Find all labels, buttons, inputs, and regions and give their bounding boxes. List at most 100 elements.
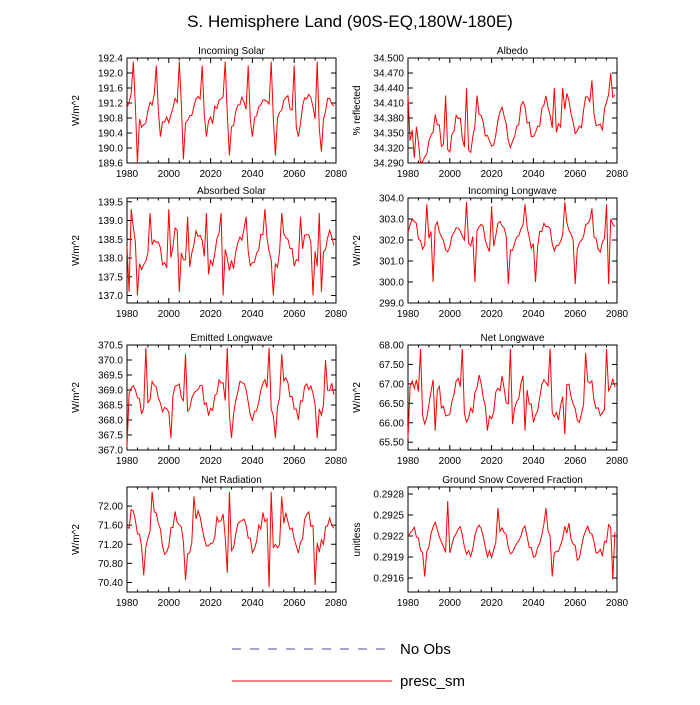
y-tick-label: 0.2928	[373, 490, 404, 501]
y-tick-label: 303.0	[379, 215, 404, 226]
x-tick-label: 2020	[480, 598, 503, 609]
y-tick-label: 71.60	[98, 521, 123, 532]
panel-title: Ground Snow Covered Fraction	[442, 475, 583, 486]
panel-net-radiation: Net Radiation W/m^2 1980 2000 2020 2040 2060 20…	[71, 475, 348, 609]
y-tick-label: 34.440	[373, 84, 404, 95]
series-line-presc-sm	[126, 209, 335, 296]
x-tick-label: 2000	[439, 456, 462, 467]
x-tick-label: 2040	[522, 309, 545, 320]
x-tick-label: 1980	[116, 456, 139, 467]
x-tick-label: 2020	[199, 598, 222, 609]
panel-title: Incoming Longwave	[468, 186, 557, 197]
x-tick-label: 1980	[397, 169, 420, 180]
y-tick-label: 34.320	[373, 144, 404, 155]
series-line-presc-sm	[407, 500, 616, 580]
y-tick-label: 192.4	[98, 54, 123, 65]
y-axis-label: W/m^2	[71, 382, 82, 413]
y-tick-label: 190.8	[98, 114, 123, 125]
x-tick-label: 2080	[325, 309, 348, 320]
series-line-presc-sm	[126, 61, 335, 164]
x-tick-label: 2040	[522, 598, 545, 609]
y-axis-label: W/m^2	[71, 524, 82, 555]
legend-no-obs-label: No Obs	[400, 641, 451, 658]
panel-title: Emitted Longwave	[190, 333, 273, 344]
x-tick-label: 2040	[241, 598, 264, 609]
series-line-presc-sm	[126, 347, 335, 448]
y-tick-label: 65.50	[379, 438, 404, 449]
x-tick-label: 1980	[116, 309, 139, 320]
panel-title: Incoming Solar	[198, 46, 265, 57]
y-tick-label: 137.0	[98, 291, 123, 302]
x-tick-label: 2060	[283, 309, 306, 320]
y-tick-label: 0.2922	[373, 532, 404, 543]
x-tick-label: 1980	[397, 456, 420, 467]
y-tick-label: 139.5	[98, 197, 123, 208]
y-axis-label: unitless	[352, 523, 363, 557]
y-tick-label: 368.0	[98, 416, 123, 427]
panel-incoming-solar: Incoming Solar W/m^2 1980 2000 2020 2040 2060 2…	[71, 46, 348, 180]
y-tick-label: 0.2919	[373, 553, 404, 564]
x-tick-label: 1980	[397, 598, 420, 609]
y-axis-label: W/m^2	[71, 95, 82, 126]
y-tick-label: 367.5	[98, 431, 123, 442]
y-axis-label: W/m^2	[71, 235, 82, 266]
y-tick-label: 190.0	[98, 144, 123, 155]
y-tick-label: 34.290	[373, 159, 404, 170]
y-tick-label: 189.6	[98, 159, 123, 170]
series-line-presc-sm	[407, 72, 616, 164]
panel-absorbed-solar: Absorbed Solar W/m^2 1980 2000 2020 2040 2060 2…	[71, 186, 348, 320]
x-tick-label: 2060	[564, 598, 587, 609]
x-tick-label: 2080	[325, 598, 348, 609]
x-tick-label: 1980	[116, 598, 139, 609]
x-tick-label: 2080	[325, 169, 348, 180]
panel-albedo: Albedo % reflected 1980 2000 2020 2040 2060 208…	[352, 46, 629, 180]
x-tick-label: 2040	[522, 169, 545, 180]
y-tick-label: 66.00	[379, 418, 404, 429]
y-tick-label: 72.00	[98, 502, 123, 513]
y-tick-label: 0.2916	[373, 574, 404, 585]
x-tick-label: 2000	[439, 309, 462, 320]
x-tick-label: 2080	[606, 598, 629, 609]
y-tick-label: 67.50	[379, 360, 404, 371]
y-tick-label: 370.0	[98, 356, 123, 367]
y-axis-label: W/m^2	[352, 235, 363, 266]
panel-title: Net Longwave	[481, 333, 545, 344]
x-tick-label: 2080	[606, 456, 629, 467]
x-tick-label: 2020	[199, 309, 222, 320]
y-tick-label: 301.0	[379, 257, 404, 268]
y-tick-label: 0.2925	[373, 511, 404, 522]
y-tick-label: 34.380	[373, 114, 404, 125]
x-tick-label: 2040	[241, 309, 264, 320]
series-line-presc-sm	[407, 202, 616, 285]
y-tick-label: 66.50	[379, 399, 404, 410]
x-tick-label: 2020	[480, 456, 503, 467]
x-tick-label: 2000	[439, 169, 462, 180]
x-tick-label: 2040	[241, 169, 264, 180]
y-tick-label: 34.350	[373, 129, 404, 140]
y-tick-label: 70.40	[98, 578, 123, 589]
y-tick-label: 302.0	[379, 236, 404, 247]
legend-presc-sm-label: presc_sm	[400, 673, 465, 690]
x-tick-label: 2000	[439, 598, 462, 609]
y-tick-label: 300.0	[379, 278, 404, 289]
y-tick-label: 192.0	[98, 69, 123, 80]
x-tick-label: 2080	[325, 456, 348, 467]
x-tick-label: 2020	[199, 456, 222, 467]
x-tick-label: 2060	[283, 169, 306, 180]
panel-title: Absorbed Solar	[197, 186, 267, 197]
y-axis-label: W/m^2	[352, 382, 363, 413]
y-tick-label: 368.5	[98, 401, 123, 412]
panel-net-longwave: Net Longwave W/m^2 1980 2000 2020 2040 2060 208…	[352, 333, 629, 467]
x-tick-label: 2020	[480, 169, 503, 180]
y-tick-label: 369.5	[98, 371, 123, 382]
panel-title: Net Radiation	[201, 475, 262, 486]
panel-grid: Incoming Solar W/m^2 1980 2000 2020 2040 2060 2…	[71, 46, 629, 609]
figure-title: S. Hemisphere Land (90S-EQ,180W-180E)	[187, 12, 513, 31]
panel-title: Albedo	[497, 46, 529, 57]
x-tick-label: 2060	[283, 456, 306, 467]
panel-emitted-longwave: Emitted Longwave W/m^2 1980 2000 2020 2040 206…	[71, 333, 348, 467]
y-tick-label: 370.5	[98, 341, 123, 352]
y-tick-label: 68.00	[379, 341, 404, 352]
x-tick-label: 2080	[606, 169, 629, 180]
